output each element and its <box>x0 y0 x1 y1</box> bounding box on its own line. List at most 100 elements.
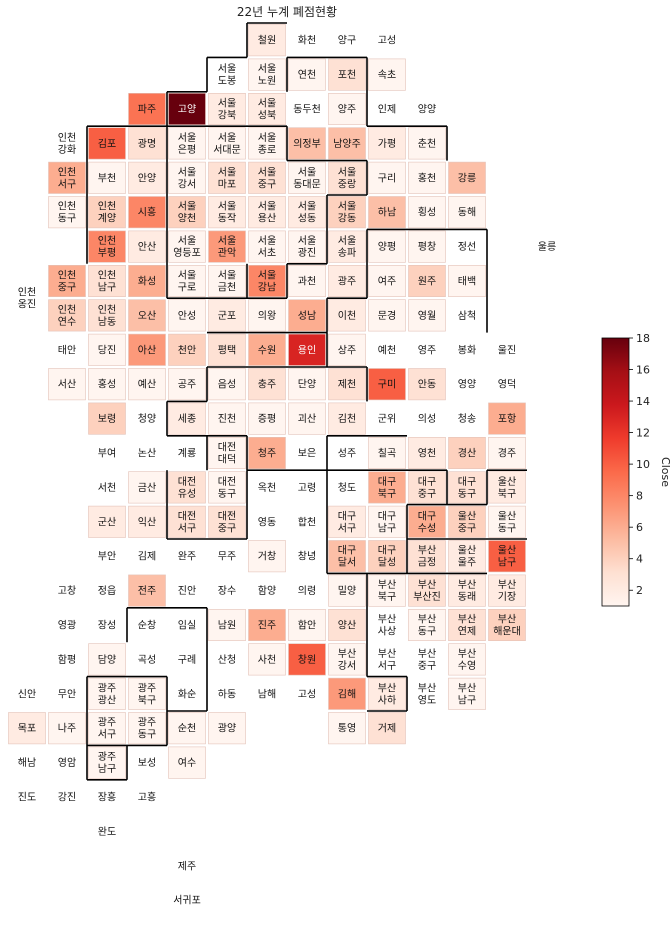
tile-남원: 남원 <box>208 608 246 641</box>
tile-광명: 광명 <box>128 127 166 160</box>
tile-label: 서울 <box>258 270 276 282</box>
tile-label: 창원 <box>298 654 316 666</box>
tile-횡성: 횡성 <box>408 196 446 229</box>
tile-fill <box>208 230 246 263</box>
tile-label: 대구 <box>338 510 356 522</box>
tile-label: 보령 <box>98 413 116 425</box>
tile-fill <box>208 505 246 538</box>
tile-label: 부산 <box>498 614 516 626</box>
tile-fill <box>288 299 326 332</box>
tile-예천: 예천 <box>378 344 396 356</box>
tile-label: 강북 <box>218 110 236 122</box>
tile-label: 도봉 <box>218 75 236 87</box>
tile-fill <box>328 712 366 745</box>
tile-label: 의성 <box>418 413 436 425</box>
tile-label: 단양 <box>298 379 316 391</box>
tile-fill <box>168 196 206 229</box>
tile-fill <box>328 299 366 332</box>
tile-label: 안동 <box>418 379 436 391</box>
tile-label: 서울 <box>338 201 356 213</box>
tile-fill <box>328 574 366 607</box>
tile-label: 부산 <box>378 614 396 626</box>
tile-label: 고성 <box>298 688 316 700</box>
tile-label: 북구 <box>498 488 516 500</box>
tile-fill <box>408 264 446 297</box>
tile-무주: 무주 <box>218 552 236 563</box>
tile-label: 여주 <box>378 276 396 288</box>
tile-label: 송파 <box>338 247 356 259</box>
tile-label: 홍천 <box>418 171 436 184</box>
tile-label: 임실 <box>178 619 196 632</box>
tile-label: 강서 <box>338 660 356 672</box>
tile-fill <box>168 471 206 504</box>
tile-fill <box>288 402 326 435</box>
colorbar-tick-label: 8 <box>636 490 643 503</box>
tile-label: 완도 <box>98 826 116 838</box>
tile-label: 하남 <box>378 206 396 219</box>
tile-화성: 화성 <box>128 264 166 297</box>
tile-fill <box>448 161 486 194</box>
tile-label: 서산 <box>58 379 76 391</box>
tile-label: 강서 <box>178 178 196 190</box>
tile-label: 울릉 <box>538 241 556 253</box>
tile-label: 구례 <box>178 654 196 666</box>
tile-label: 인천 <box>18 287 36 299</box>
tile-label: 대전 <box>178 476 196 488</box>
tile-label: 청도 <box>338 482 356 494</box>
tile-label: 파주 <box>138 104 156 116</box>
tile-상주: 상주 <box>328 333 366 366</box>
tile-fill <box>248 24 286 57</box>
tile-label: 서구 <box>378 660 396 672</box>
tile-fill <box>88 712 126 745</box>
tile-label: 부여 <box>98 448 116 460</box>
tile-구례: 구례 <box>178 654 196 666</box>
tile-label: 관악 <box>218 247 236 259</box>
tile-label: 부산 <box>338 648 356 660</box>
tile-영덕: 영덕 <box>498 379 516 391</box>
tile-label: 서울 <box>258 98 276 110</box>
tile-증평: 증평 <box>248 402 286 435</box>
colorbar-label: Close <box>659 457 670 487</box>
tile-label: 진안 <box>178 585 196 597</box>
tile-label: 통영 <box>338 723 356 735</box>
tile-label: 수성 <box>418 522 436 534</box>
tile-label: 성주 <box>338 448 356 460</box>
tile-label: 남구 <box>98 282 116 294</box>
tile-영양: 영양 <box>458 379 476 391</box>
tile-label: 서구 <box>98 729 116 741</box>
tile-label: 동해 <box>458 206 476 219</box>
tile-fill <box>248 93 286 126</box>
tile-label: 중구 <box>58 282 76 294</box>
tile-label: 옹진 <box>18 299 36 311</box>
tile-fill <box>328 127 366 160</box>
tile-label: 의왕 <box>258 310 276 322</box>
tile-fill <box>128 712 166 745</box>
tile-하동: 하동 <box>218 687 236 700</box>
tile-양구: 양구 <box>338 35 356 47</box>
tile-청양: 청양 <box>138 413 156 425</box>
tile-label: 함안 <box>298 620 316 632</box>
tile-label: 창녕 <box>298 551 316 563</box>
tile-label: 경주 <box>498 447 516 460</box>
tile-label: 양천 <box>178 213 196 225</box>
tile-fill <box>328 196 366 229</box>
tile-담양: 담양 <box>88 643 126 676</box>
tile-fill <box>168 333 206 366</box>
tile-fill <box>368 505 406 538</box>
tile-완도: 완도 <box>98 826 116 838</box>
tile-label: 영동 <box>258 516 276 528</box>
colorbar-tick-label: 14 <box>636 395 650 408</box>
tile-거창: 거창 <box>248 540 286 573</box>
tile-label: 부산 <box>378 579 396 591</box>
